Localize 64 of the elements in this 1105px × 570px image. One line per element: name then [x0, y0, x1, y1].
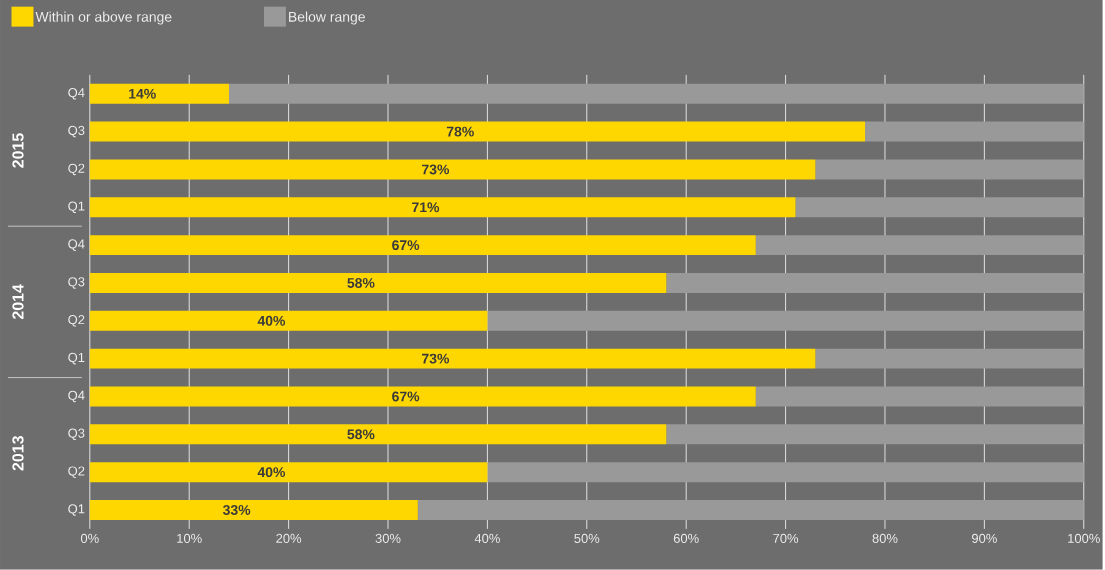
data-label: 40%	[257, 315, 286, 326]
bar	[89, 386, 756, 407]
bar	[666, 273, 1084, 294]
bar	[89, 424, 667, 445]
legend-label: Within or above range	[35, 11, 172, 25]
bar	[89, 197, 796, 218]
y-tick-label: Q2	[68, 466, 85, 478]
x-tick-label: 90%	[971, 533, 997, 544]
bar	[487, 310, 1084, 331]
legend-label: Below range	[289, 11, 365, 25]
bar	[815, 159, 1084, 180]
x-tick-label: 100%	[1068, 533, 1100, 544]
bar	[89, 348, 816, 369]
bar	[755, 386, 1084, 407]
bar	[89, 310, 488, 331]
bar	[815, 348, 1084, 369]
data-label: 71%	[412, 202, 440, 213]
data-label: 73%	[422, 164, 450, 175]
bar	[89, 500, 418, 521]
y-tick-label: Q3	[68, 428, 85, 441]
y-tick-label: Q1	[68, 504, 85, 516]
y-tick-label: Q4	[68, 390, 85, 403]
data-label: 40%	[257, 467, 286, 478]
bar	[487, 462, 1084, 483]
data-label: 58%	[347, 278, 375, 288]
data-label: 33%	[222, 505, 251, 516]
x-tick-label: 80%	[872, 533, 898, 544]
y-tick-label: Q3	[68, 277, 85, 289]
bar	[89, 121, 866, 142]
y-tick-label: Q4	[68, 239, 85, 251]
x-tick-label: 30%	[375, 533, 401, 544]
data-label: 67%	[392, 240, 420, 251]
bar	[865, 121, 1084, 142]
bar	[89, 159, 816, 180]
bar	[666, 424, 1084, 445]
x-tick-label: 0%	[80, 533, 99, 544]
y-tick-label: Q3	[68, 125, 85, 138]
text: 2013	[12, 436, 24, 471]
bar	[795, 197, 1084, 218]
y-tick-label: Q2	[68, 315, 85, 327]
y-tick-label: Q4	[68, 88, 85, 100]
bar	[755, 235, 1084, 256]
x-tick-label: 40%	[474, 533, 500, 544]
x-tick-label: 50%	[574, 533, 600, 544]
bar	[417, 500, 1084, 521]
bar	[89, 273, 667, 294]
y-tick-label: Q1	[68, 352, 85, 365]
data-label: 78%	[446, 126, 474, 137]
x-tick-label: 70%	[773, 533, 799, 544]
data-label: 58%	[347, 429, 375, 440]
x-tick-label: 10%	[177, 533, 202, 544]
bar	[89, 83, 229, 104]
bar	[228, 83, 1084, 104]
bar	[89, 462, 488, 483]
text: 2015	[12, 133, 24, 168]
x-tick-label: 20%	[276, 533, 302, 544]
data-label: 67%	[392, 391, 420, 402]
bar	[89, 235, 756, 256]
data-label: 14%	[129, 88, 156, 99]
text: 2014	[12, 284, 24, 320]
y-tick-label: Q1	[68, 201, 85, 214]
y-tick-label: Q2	[68, 163, 85, 176]
data-label: 73%	[422, 353, 450, 364]
x-tick-label: 60%	[673, 533, 699, 544]
